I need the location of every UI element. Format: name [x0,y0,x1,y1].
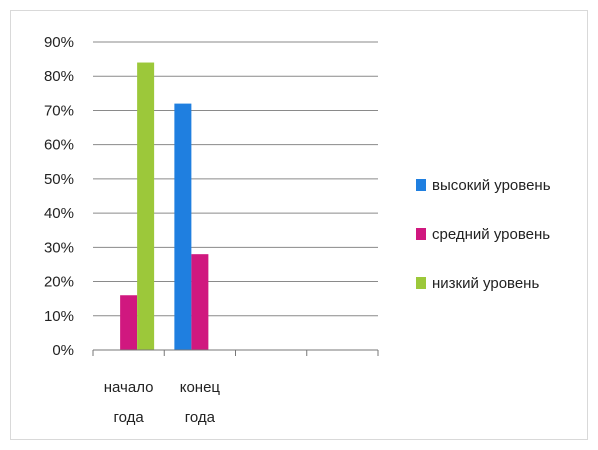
y-axis-tick-labels: 0% 10% 20% 30% 40% 50% 60% 70% 80% 90% [44,34,74,359]
legend-swatch [416,277,426,289]
legend-swatch [416,228,426,240]
y-tick-label: 90% [44,34,74,51]
y-tick-label: 70% [44,102,74,119]
legend-label: средний уровень [432,226,550,243]
y-tick-label: 20% [44,274,74,291]
legend: высокий уровень средний уровень низкий уро… [416,177,551,292]
legend-swatch [416,179,426,191]
legend-label: высокий уровень [432,177,551,194]
y-tick-label: 50% [44,171,74,188]
x-category-label: года [185,409,216,426]
x-axis [92,349,379,356]
x-category-label: года [114,409,145,426]
x-axis-category-labels: начало года конец года [104,379,221,426]
bar [191,254,209,350]
gridlines [93,41,378,317]
x-category-label: начало [104,379,154,396]
bar [120,295,138,350]
bars [120,62,209,351]
y-tick-label: 10% [44,308,74,325]
y-tick-label: 30% [44,239,74,256]
y-tick-label: 60% [44,137,74,154]
x-category-label: конец [180,379,221,396]
y-tick-label: 80% [44,68,74,85]
bar [137,62,155,351]
y-tick-label: 40% [44,205,74,222]
legend-label: низкий уровень [432,275,539,292]
y-tick-label: 0% [52,342,74,359]
chart-frame [10,10,588,440]
bar [174,103,192,350]
